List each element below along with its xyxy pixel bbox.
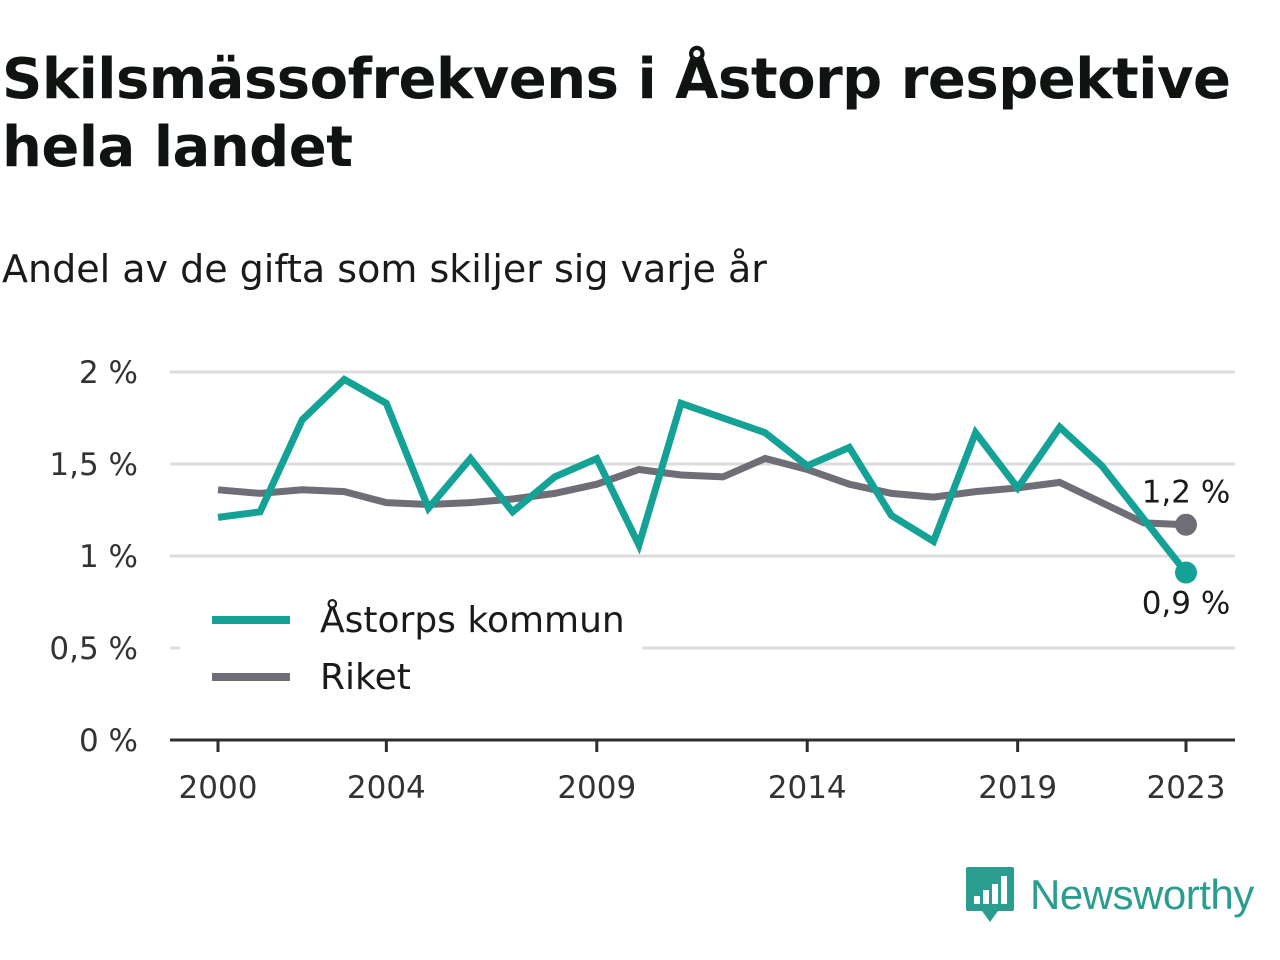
series-line	[217, 454, 1187, 529]
y-tick-label: 2 %	[79, 355, 138, 391]
y-tick-label: 1 %	[79, 539, 138, 575]
brand: Newsworthy	[964, 864, 1254, 926]
y-axis-labels: 0 % 0,5 % 1 % 1,5 % 2 %	[49, 355, 138, 759]
series-lines	[217, 375, 1189, 575]
legend: Åstorps kommun Riket	[180, 584, 642, 708]
y-tick-label: 1,5 %	[49, 447, 138, 483]
x-tick-label: 2000	[179, 770, 258, 806]
y-tick-label: 0,5 %	[49, 631, 138, 667]
end-label: 1,2 %	[1142, 475, 1231, 511]
legend-label: Åstorps kommun	[320, 598, 625, 641]
y-tick-label: 0 %	[79, 723, 138, 759]
x-tick-label: 2009	[557, 770, 636, 806]
x-tick-label: 2023	[1147, 770, 1226, 806]
newsworthy-chart-logo-icon	[966, 867, 1014, 922]
x-tick-label: 2004	[347, 770, 426, 806]
x-axis: 2000 2004 2009 2014 2019 2023	[170, 738, 1235, 806]
end-labels: 0,9 % 1,2 %	[1142, 475, 1231, 622]
x-tick-label: 2014	[768, 770, 847, 806]
chart-subtitle: Andel av de gifta som skiljer sig varje …	[2, 247, 767, 291]
end-point	[1175, 561, 1197, 584]
legend-label: Riket	[320, 657, 411, 698]
legend-background	[180, 584, 642, 708]
chart-title: Skilsmässofrekvens i Åstorp respektive h…	[2, 47, 1231, 180]
series-line	[217, 375, 1189, 575]
line-chart: 2000 2004 2009 2014 2019 2023 0 % 0,5 % 1 % 1,5 …	[49, 355, 1235, 806]
gridlines	[170, 370, 1235, 650]
end-label: 0,9 %	[1142, 586, 1231, 622]
end-point	[1175, 513, 1197, 536]
brand-name: Newsworthy	[1030, 871, 1254, 918]
x-tick-label: 2019	[978, 770, 1057, 806]
